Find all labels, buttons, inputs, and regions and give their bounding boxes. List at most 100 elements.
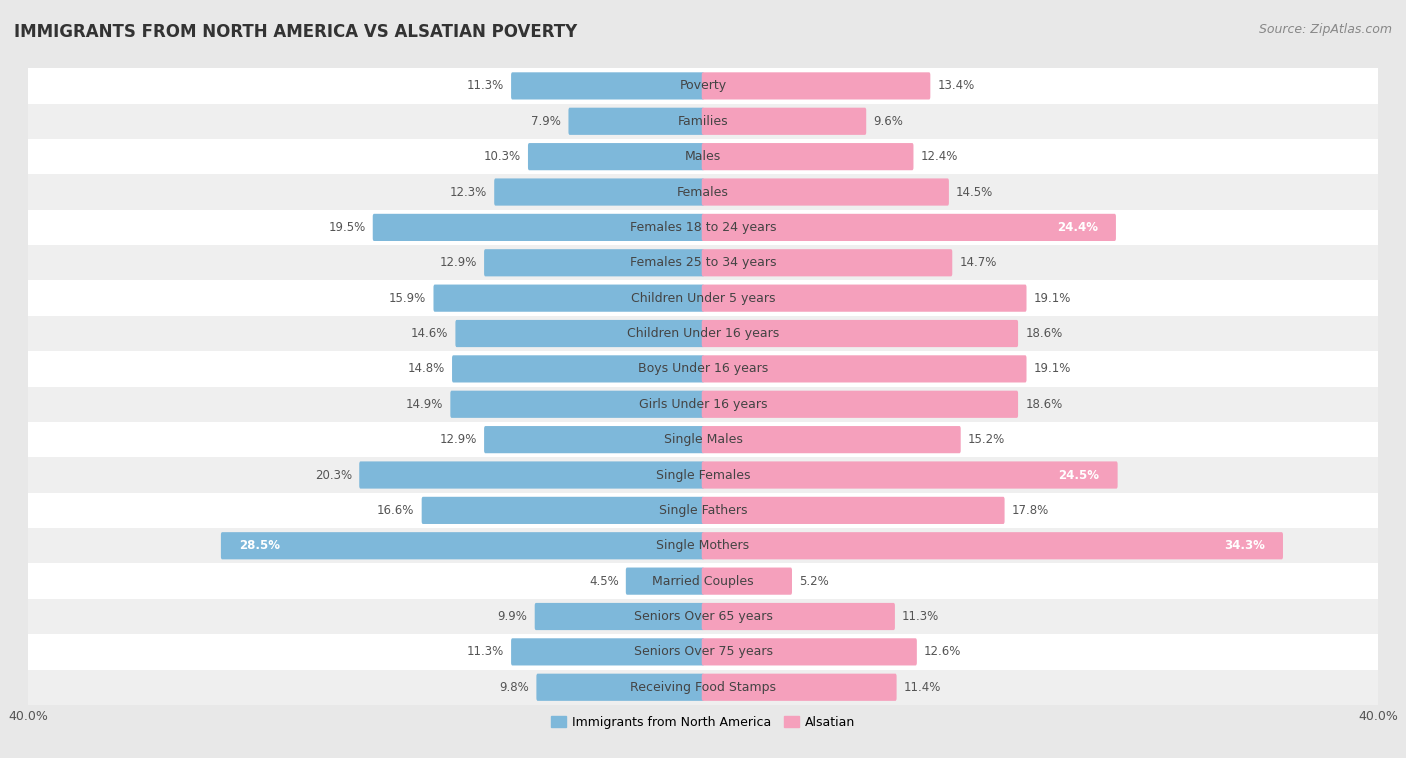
FancyBboxPatch shape [221,532,704,559]
Text: 12.9%: 12.9% [440,433,477,446]
Text: 20.3%: 20.3% [315,468,352,481]
Text: Females: Females [678,186,728,199]
Text: Single Fathers: Single Fathers [659,504,747,517]
Text: 14.8%: 14.8% [408,362,444,375]
Text: Seniors Over 75 years: Seniors Over 75 years [634,645,772,659]
FancyBboxPatch shape [28,528,1378,563]
Text: IMMIGRANTS FROM NORTH AMERICA VS ALSATIAN POVERTY: IMMIGRANTS FROM NORTH AMERICA VS ALSATIA… [14,23,578,41]
Text: Poverty: Poverty [679,80,727,92]
Text: 12.3%: 12.3% [450,186,486,199]
FancyBboxPatch shape [484,249,704,277]
Text: Single Mothers: Single Mothers [657,539,749,553]
Text: 9.6%: 9.6% [873,114,903,128]
Text: Females 18 to 24 years: Females 18 to 24 years [630,221,776,234]
Text: 11.3%: 11.3% [467,645,503,659]
Legend: Immigrants from North America, Alsatian: Immigrants from North America, Alsatian [546,711,860,734]
FancyBboxPatch shape [28,457,1378,493]
Text: Source: ZipAtlas.com: Source: ZipAtlas.com [1258,23,1392,36]
FancyBboxPatch shape [702,178,949,205]
Text: 9.8%: 9.8% [499,681,529,694]
FancyBboxPatch shape [626,568,704,595]
Text: Boys Under 16 years: Boys Under 16 years [638,362,768,375]
FancyBboxPatch shape [529,143,704,171]
FancyBboxPatch shape [28,139,1378,174]
FancyBboxPatch shape [702,72,931,99]
FancyBboxPatch shape [28,493,1378,528]
FancyBboxPatch shape [702,214,1116,241]
FancyBboxPatch shape [28,68,1378,104]
Text: 11.4%: 11.4% [904,681,941,694]
FancyBboxPatch shape [702,568,792,595]
Text: 19.1%: 19.1% [1033,292,1071,305]
Text: 4.5%: 4.5% [589,575,619,587]
Text: 24.4%: 24.4% [1057,221,1098,234]
FancyBboxPatch shape [702,390,1018,418]
Text: Children Under 5 years: Children Under 5 years [631,292,775,305]
Text: 24.5%: 24.5% [1059,468,1099,481]
Text: 12.6%: 12.6% [924,645,962,659]
FancyBboxPatch shape [702,249,952,277]
FancyBboxPatch shape [28,634,1378,669]
Text: 7.9%: 7.9% [531,114,561,128]
FancyBboxPatch shape [702,638,917,666]
Text: 5.2%: 5.2% [799,575,830,587]
Text: 14.6%: 14.6% [411,327,449,340]
Text: 12.9%: 12.9% [440,256,477,269]
FancyBboxPatch shape [702,143,914,171]
Text: 28.5%: 28.5% [239,539,280,553]
Text: 14.7%: 14.7% [959,256,997,269]
FancyBboxPatch shape [484,426,704,453]
FancyBboxPatch shape [702,356,1026,383]
FancyBboxPatch shape [28,174,1378,210]
Text: Receiving Food Stamps: Receiving Food Stamps [630,681,776,694]
FancyBboxPatch shape [702,674,897,701]
FancyBboxPatch shape [28,422,1378,457]
Text: 11.3%: 11.3% [467,80,503,92]
FancyBboxPatch shape [28,599,1378,634]
Text: 16.6%: 16.6% [377,504,415,517]
FancyBboxPatch shape [28,563,1378,599]
FancyBboxPatch shape [28,104,1378,139]
Text: Single Females: Single Females [655,468,751,481]
Text: Girls Under 16 years: Girls Under 16 years [638,398,768,411]
FancyBboxPatch shape [453,356,704,383]
Text: 12.4%: 12.4% [921,150,957,163]
Text: 9.9%: 9.9% [498,610,527,623]
FancyBboxPatch shape [28,245,1378,280]
FancyBboxPatch shape [456,320,704,347]
FancyBboxPatch shape [433,284,704,312]
FancyBboxPatch shape [702,462,1118,489]
FancyBboxPatch shape [702,320,1018,347]
Text: 13.4%: 13.4% [938,80,974,92]
Text: 19.1%: 19.1% [1033,362,1071,375]
FancyBboxPatch shape [28,669,1378,705]
FancyBboxPatch shape [702,603,894,630]
FancyBboxPatch shape [512,638,704,666]
Text: Single Males: Single Males [664,433,742,446]
FancyBboxPatch shape [702,108,866,135]
Text: 17.8%: 17.8% [1012,504,1049,517]
FancyBboxPatch shape [28,210,1378,245]
FancyBboxPatch shape [537,674,704,701]
FancyBboxPatch shape [28,387,1378,422]
FancyBboxPatch shape [702,532,1282,559]
FancyBboxPatch shape [568,108,704,135]
Text: 15.2%: 15.2% [967,433,1005,446]
Text: 18.6%: 18.6% [1025,327,1063,340]
FancyBboxPatch shape [702,426,960,453]
Text: 10.3%: 10.3% [484,150,520,163]
FancyBboxPatch shape [495,178,704,205]
FancyBboxPatch shape [512,72,704,99]
Text: 19.5%: 19.5% [329,221,366,234]
FancyBboxPatch shape [373,214,704,241]
FancyBboxPatch shape [702,284,1026,312]
FancyBboxPatch shape [28,316,1378,351]
Text: Married Couples: Married Couples [652,575,754,587]
FancyBboxPatch shape [28,351,1378,387]
Text: 14.9%: 14.9% [406,398,443,411]
FancyBboxPatch shape [702,496,1004,524]
FancyBboxPatch shape [534,603,704,630]
FancyBboxPatch shape [360,462,704,489]
Text: Females 25 to 34 years: Females 25 to 34 years [630,256,776,269]
Text: 18.6%: 18.6% [1025,398,1063,411]
